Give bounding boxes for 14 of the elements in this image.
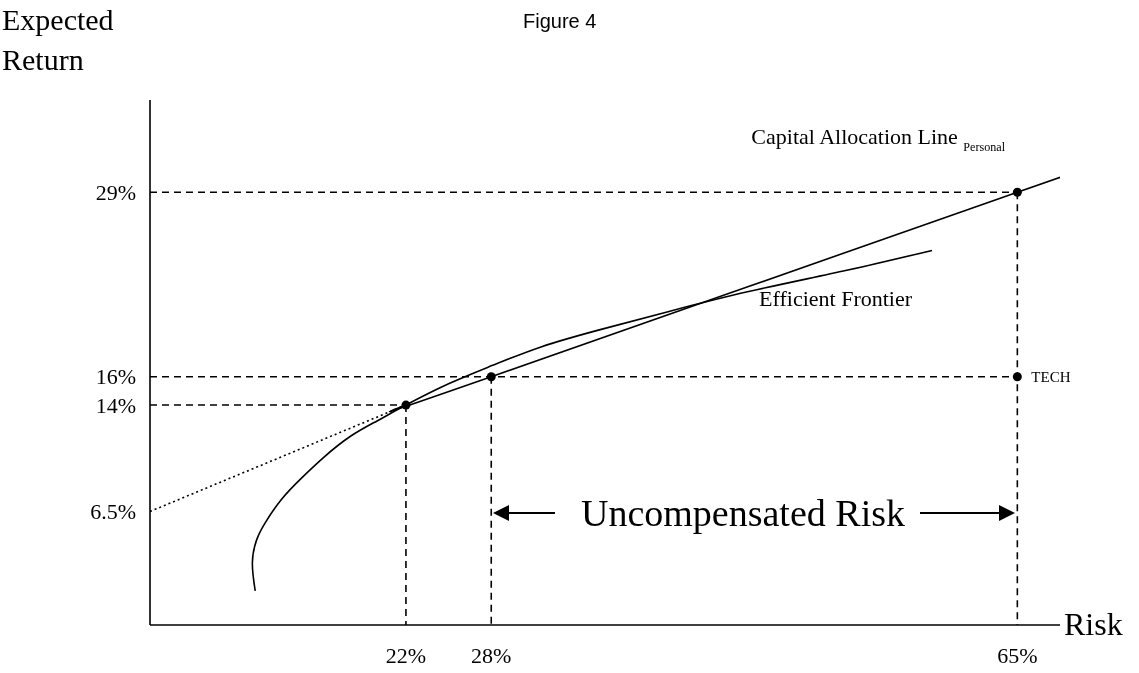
- x-tick-label: 22%: [385, 642, 427, 668]
- annotation: TECH: [1031, 368, 1071, 385]
- y-tick-label: 29%: [95, 180, 136, 206]
- series-label: Efficient Frontier: [759, 286, 913, 312]
- x-tick-label: 28%: [471, 642, 512, 668]
- y-axis-title: Expected Return: [2, 2, 115, 78]
- series-label: Capital Allocation Line $_{Personal}$: [751, 124, 1006, 155]
- chart-title: Figure 4: [523, 10, 597, 33]
- x-tick-label: 65%: [997, 642, 1038, 668]
- y-tick-label: 14%: [95, 392, 136, 418]
- x-axis-title: Risk: [1064, 606, 1123, 643]
- y-tick-label: 16%: [95, 364, 136, 390]
- annotation: Uncompensated Risk: [580, 491, 906, 536]
- y-tick-label: 6.5%: [90, 499, 136, 525]
